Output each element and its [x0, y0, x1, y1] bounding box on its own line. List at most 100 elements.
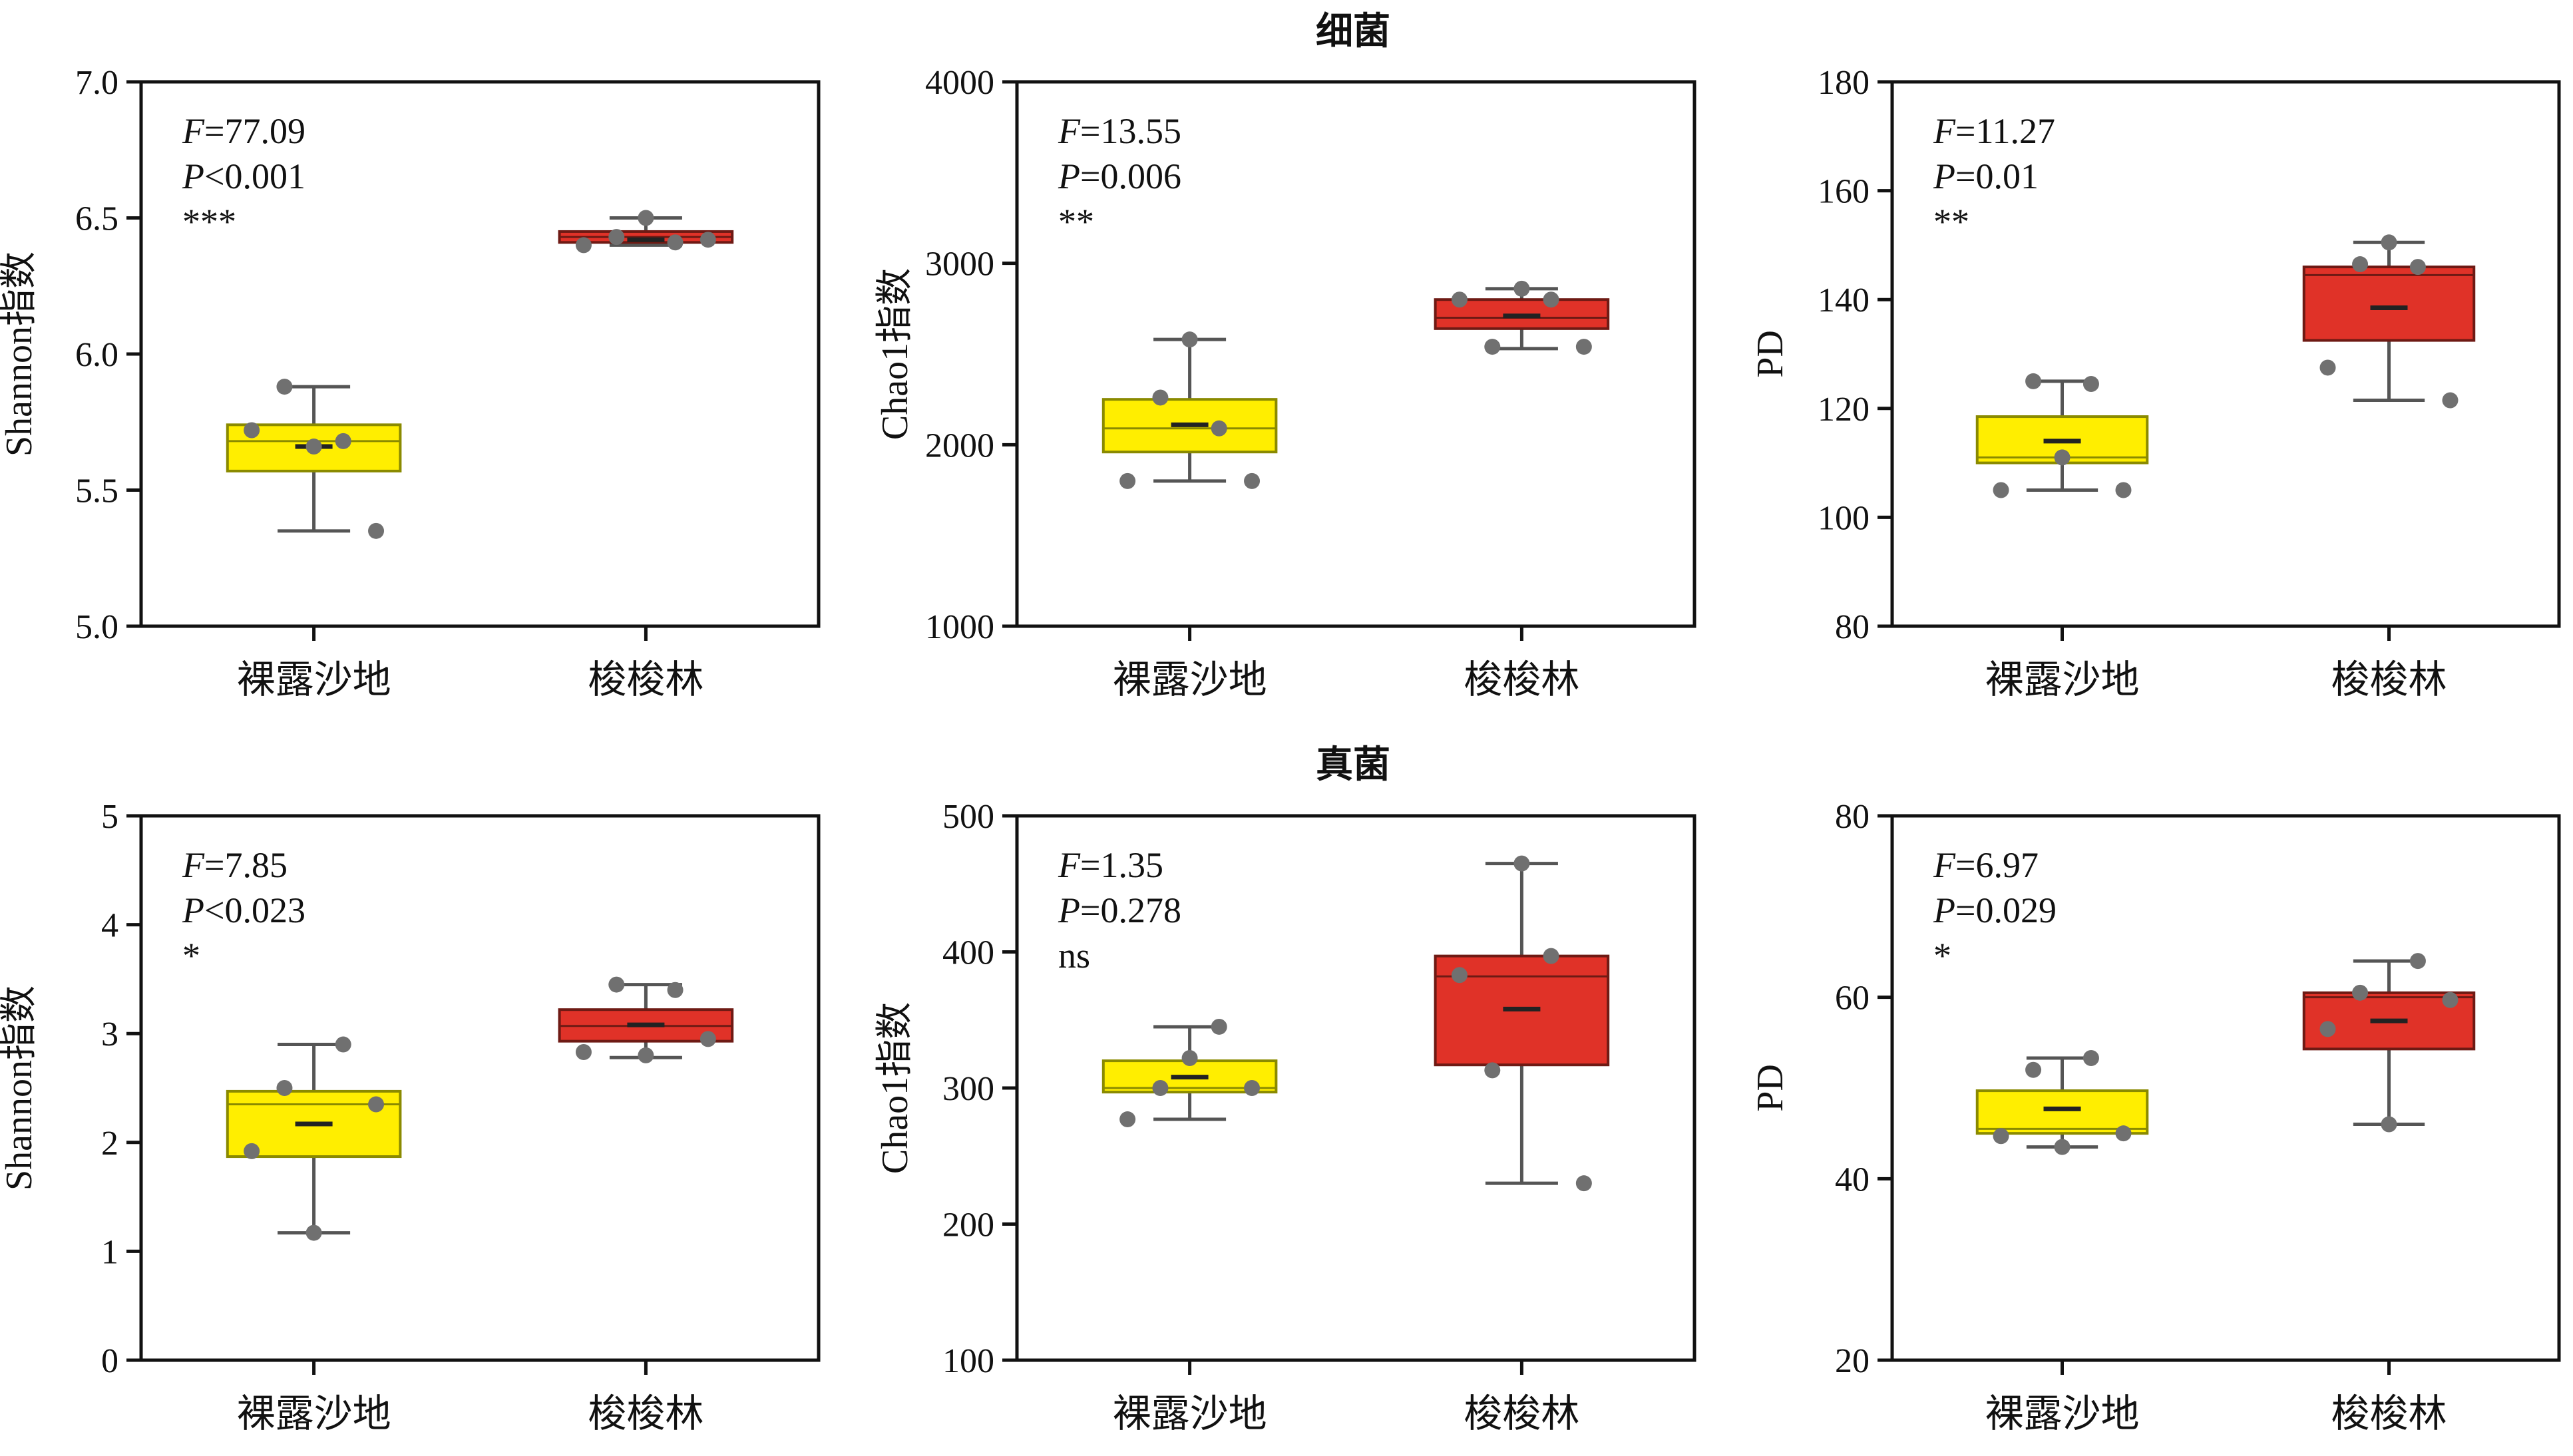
data-point: [1119, 1111, 1136, 1128]
data-point: [2352, 984, 2369, 1001]
data-point: [1451, 291, 1468, 308]
y-tick-label: 2000: [925, 427, 994, 464]
box-bare-sand: [226, 1036, 402, 1241]
data-point: [2442, 392, 2459, 409]
f-statistic: F=6.97: [1933, 845, 2039, 885]
plot-frame: [1890, 80, 2561, 628]
x-category-label: 梭梭林: [2331, 658, 2447, 701]
data-point: [699, 1031, 716, 1047]
x-category-label: 梭梭林: [588, 1392, 703, 1435]
data-point: [335, 433, 351, 449]
x-category-label: 梭梭林: [2331, 1392, 2447, 1435]
data-point: [1181, 1050, 1198, 1067]
chart-panel-5: 100 200 300 400 500 裸露沙地 梭梭林 Chao1指数 F=1.35 P=0.2…: [875, 798, 1696, 1435]
y-tick-label: 3000: [925, 246, 994, 283]
y-tick-label: 5.0: [75, 608, 118, 646]
significance-label: **: [1058, 202, 1094, 242]
data-point: [2082, 375, 2099, 392]
data-point: [1152, 1080, 1169, 1096]
data-point: [1244, 472, 1261, 489]
x-category-label: 裸露沙地: [1985, 1392, 2140, 1435]
f-statistic: F=77.09: [182, 111, 305, 151]
y-tick-label: 80: [1835, 798, 1870, 836]
box-saxaul-forest: [558, 976, 734, 1063]
y-tick-label: 5: [101, 798, 118, 836]
data-point: [1211, 1018, 1227, 1035]
f-statistic: F=7.85: [182, 845, 288, 885]
data-point: [608, 976, 625, 993]
data-point: [2115, 1125, 2132, 1142]
data-point: [2115, 482, 2132, 498]
p-value: P=0.01: [1933, 156, 2039, 196]
iqr-box: [2302, 266, 2476, 342]
x-category-label: 梭梭林: [588, 658, 703, 701]
x-category-label: 裸露沙地: [1113, 1392, 1267, 1435]
significance-label: *: [1933, 936, 1951, 976]
data-point: [2025, 373, 2042, 389]
data-point: [1575, 339, 1592, 355]
y-tick-label: 7.0: [75, 64, 118, 102]
data-point: [1484, 339, 1501, 355]
box-saxaul-forest: [1434, 280, 1610, 355]
data-point: [2054, 1139, 2071, 1155]
x-category-label: 梭梭林: [1464, 1392, 1579, 1435]
data-point: [305, 439, 322, 455]
significance-label: **: [1933, 202, 1969, 242]
y-tick-label: 6.5: [75, 200, 118, 238]
f-statistic: F=11.27: [1933, 111, 2055, 151]
data-point: [638, 1047, 654, 1063]
y-axis-label: Shannon指数: [0, 252, 40, 456]
row-title-bacteria: 细菌: [1316, 10, 1390, 53]
data-point: [1575, 1175, 1592, 1192]
chart-panel-4: 0 1 2 3 4 5 裸露沙地 梭梭林 Shannon指数 F=7.85 P<0.023 *: [0, 798, 821, 1435]
y-tick-label: 120: [1818, 391, 1870, 429]
y-tick-label: 3: [101, 1015, 118, 1053]
significance-label: ns: [1058, 936, 1090, 976]
f-statistic: F=1.35: [1058, 845, 1163, 885]
plot-frame: [1015, 80, 1696, 628]
data-point: [335, 1036, 351, 1053]
data-point: [1484, 1062, 1501, 1079]
box-saxaul-forest: [1434, 855, 1610, 1192]
data-point: [2082, 1050, 2099, 1067]
data-point: [1993, 482, 2009, 498]
y-axis-label: Chao1指数: [875, 268, 916, 440]
data-point: [2352, 256, 2369, 273]
box-bare-sand: [1101, 1018, 1278, 1128]
data-point: [1119, 472, 1136, 489]
y-tick-label: 500: [942, 798, 994, 836]
p-value: P=0.029: [1933, 890, 2057, 930]
iqr-box: [1975, 1089, 2149, 1135]
y-tick-label: 6.0: [75, 336, 118, 374]
data-point: [638, 210, 654, 226]
y-tick-label: 1: [101, 1233, 118, 1271]
y-tick-label: 1000: [925, 608, 994, 646]
y-tick-label: 2: [101, 1125, 118, 1163]
y-tick-label: 100: [1818, 499, 1870, 537]
p-value: P<0.023: [182, 890, 305, 930]
f-statistic: F=13.55: [1058, 111, 1181, 151]
data-point: [1451, 967, 1468, 984]
data-point: [368, 522, 385, 539]
y-tick-label: 160: [1818, 173, 1870, 211]
x-category-label: 裸露沙地: [1985, 658, 2140, 701]
data-point: [244, 422, 260, 439]
y-axis-label: PD: [1750, 1064, 1791, 1112]
data-point: [667, 982, 684, 998]
data-point: [2409, 953, 2426, 970]
data-point: [1993, 1128, 2009, 1145]
x-category-label: 裸露沙地: [1113, 658, 1267, 701]
chart-panel-6: 20 40 60 80 裸露沙地 梭梭林 PD F=6.97 P=0.029 *: [1750, 798, 2561, 1435]
data-point: [2381, 234, 2397, 251]
y-tick-label: 5.5: [75, 472, 118, 510]
box-bare-sand: [1975, 1050, 2149, 1155]
data-point: [608, 229, 625, 246]
data-point: [2319, 359, 2336, 376]
chart-panel-2: 1000 2000 3000 4000 裸露沙地 梭梭林 Chao1指数 F=13.55 P=0…: [875, 64, 1696, 701]
data-point: [276, 379, 293, 395]
data-point: [1543, 948, 1559, 964]
y-tick-label: 60: [1835, 980, 1870, 1017]
y-tick-label: 4000: [925, 64, 994, 102]
box-saxaul-forest: [2302, 234, 2476, 409]
data-point: [2381, 1116, 2397, 1133]
